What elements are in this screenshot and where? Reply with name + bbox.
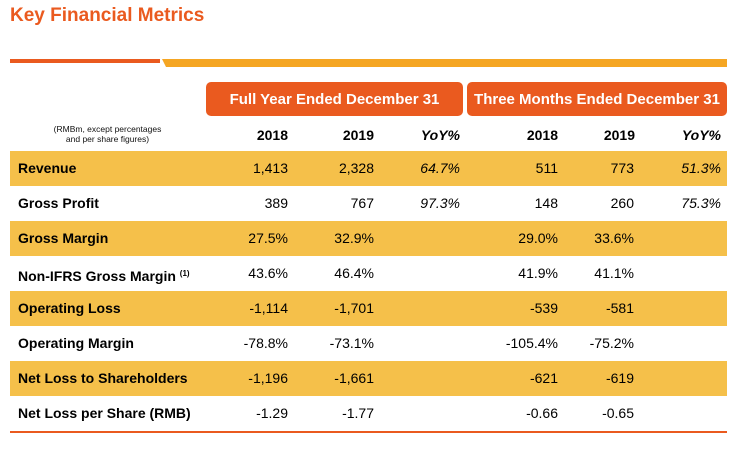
row-label: Net Loss per Share (RMB): [18, 396, 191, 431]
units-note-line-2: and per share figures): [65, 134, 150, 144]
value-cell: [380, 221, 460, 256]
col-header-fy-2018: 2018: [256, 127, 288, 143]
value-cell: -0.65: [602, 405, 634, 421]
value-cell: -1,196: [248, 370, 288, 386]
value-cell: 64.7%: [420, 160, 460, 176]
row-label: Operating Margin: [18, 326, 134, 361]
value-cell: [641, 361, 721, 396]
table-row: Operating Margin -78.8% -73.1% -105.4% -75.2…: [10, 326, 727, 361]
page-title: Key Financial Metrics: [10, 5, 205, 26]
row-label-text: Net Loss to Shareholders: [18, 370, 188, 386]
col-header-fy-yoy: YoY%: [420, 127, 460, 143]
value-cell: 27.5%: [248, 230, 288, 246]
row-label: Revenue: [18, 151, 76, 186]
row-label: Gross Margin: [18, 221, 108, 256]
value-cell: -75.2%: [589, 335, 634, 351]
value-cell: [380, 361, 460, 396]
units-note: (RMBm, except percentages and per share …: [25, 124, 190, 144]
value-cell: 32.9%: [334, 230, 374, 246]
col-header-q4-2019: 2019: [603, 127, 635, 143]
divider-left-bar: [10, 59, 160, 63]
group-header-full-year: Full Year Ended December 31: [206, 82, 463, 116]
bottom-rule: [10, 431, 727, 433]
col-header-q4-yoy: YoY%: [681, 127, 721, 143]
value-cell: -581: [605, 300, 634, 316]
value-cell: -621: [529, 370, 558, 386]
table-row: Non-IFRS Gross Margin (1) 43.6% 46.4% 41.9%…: [10, 256, 727, 291]
row-label: Non-IFRS Gross Margin (1): [18, 256, 190, 291]
units-note-line-1: (RMBm, except percentages: [53, 124, 162, 134]
row-label: Net Loss to Shareholders: [18, 361, 188, 396]
title-divider: [10, 59, 727, 67]
value-cell: [380, 291, 460, 326]
value-cell: -619: [605, 370, 634, 386]
value-cell: 773: [610, 160, 634, 176]
row-label-text: Non-IFRS Gross Margin: [18, 268, 176, 284]
row-label-text: Net Loss per Share (RMB): [18, 405, 191, 421]
value-cell: -539: [529, 300, 558, 316]
value-cell: -78.8%: [243, 335, 288, 351]
value-cell: [380, 326, 460, 361]
value-cell: 75.3%: [681, 195, 721, 211]
value-cell: -105.4%: [505, 335, 558, 351]
value-cell: 389: [264, 195, 288, 211]
value-cell: 767: [350, 195, 374, 211]
row-label: Gross Profit: [18, 186, 99, 221]
value-cell: 511: [535, 160, 558, 176]
value-cell: 41.9%: [518, 265, 558, 281]
value-cell: 43.6%: [248, 265, 288, 281]
row-label-text: Operating Margin: [18, 335, 134, 351]
value-cell: 260: [610, 195, 634, 211]
value-cell: 33.6%: [594, 230, 634, 246]
table-row: Gross Profit 389 767 97.3% 148 260 75.3%: [10, 186, 727, 221]
value-cell: [380, 256, 460, 291]
value-cell: [641, 291, 721, 326]
row-label-text: Gross Margin: [18, 230, 109, 246]
value-cell: 51.3%: [681, 160, 721, 176]
table-row: Revenue 1,413 2,328 64.7% 511 773 51.3%: [10, 151, 727, 186]
value-cell: 2,328: [338, 160, 374, 176]
row-label-text: Gross Profit: [18, 195, 99, 211]
table-row: Operating Loss -1,114 -1,701 -539 -581: [10, 291, 727, 326]
value-cell: -1,114: [249, 300, 288, 316]
table-row: Net Loss to Shareholders -1,196 -1,661 -621…: [10, 361, 727, 396]
value-cell: [641, 326, 721, 361]
value-cell: [380, 396, 460, 431]
col-header-fy-2019: 2019: [342, 127, 374, 143]
value-cell: 1,413: [252, 160, 288, 176]
value-cell: 97.3%: [420, 195, 460, 211]
value-cell: [641, 396, 721, 431]
value-cell: -1,661: [334, 370, 374, 386]
value-cell: -0.66: [526, 405, 558, 421]
value-cell: 41.1%: [594, 265, 634, 281]
divider-right-bar: [162, 59, 727, 67]
value-cell: 46.4%: [334, 265, 374, 281]
table-row: Gross Margin 27.5% 32.9% 29.0% 33.6%: [10, 221, 727, 256]
value-cell: -73.1%: [329, 335, 374, 351]
value-cell: [641, 221, 721, 256]
row-label: Operating Loss: [18, 291, 121, 326]
value-cell: [641, 256, 721, 291]
value-cell: 148: [534, 195, 558, 211]
footnote-marker: (1): [179, 269, 190, 278]
col-header-q4-2018: 2018: [526, 127, 558, 143]
value-cell: -1.29: [256, 405, 288, 421]
row-label-text: Revenue: [18, 160, 77, 176]
value-cell: -1.77: [342, 405, 374, 421]
group-header-three-months: Three Months Ended December 31: [467, 82, 727, 116]
value-cell: 29.0%: [518, 230, 558, 246]
table-row: Net Loss per Share (RMB) -1.29 -1.77 -0.66 -…: [10, 396, 727, 431]
row-label-text: Operating Loss: [18, 300, 121, 316]
value-cell: -1,701: [334, 300, 374, 316]
